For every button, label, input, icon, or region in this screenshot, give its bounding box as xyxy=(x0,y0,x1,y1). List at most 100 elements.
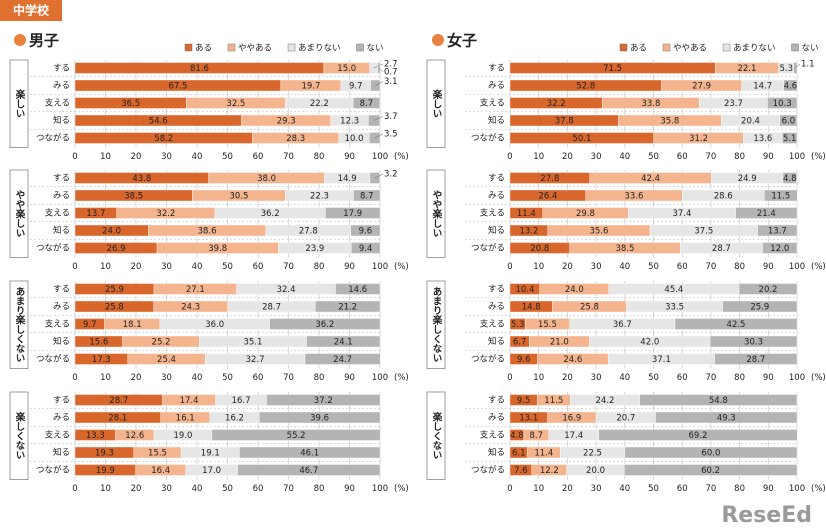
x-unit: (%) xyxy=(811,484,826,494)
value-label: 27.1 xyxy=(186,285,205,295)
value-label: 54.8 xyxy=(709,396,728,406)
value-label: 8.7 xyxy=(360,192,374,202)
category-label: 支える xyxy=(480,319,505,330)
value-label: 42.0 xyxy=(640,338,659,348)
x-tick-label: 90 xyxy=(763,262,774,272)
value-label: 19.3 xyxy=(95,449,114,459)
panel-box xyxy=(9,280,29,369)
legend-swatch xyxy=(722,43,731,52)
panel-label: あまり楽しくない xyxy=(431,287,444,363)
bar-segment xyxy=(738,283,798,295)
value-label: 24.6 xyxy=(563,355,582,365)
x-tick-label: 60 xyxy=(253,152,264,162)
x-tick-label: 30 xyxy=(161,484,172,494)
value-label: 17.0 xyxy=(202,466,221,476)
x-tick-label: 70 xyxy=(283,262,294,272)
panel-label: 楽しくない xyxy=(431,411,444,459)
x-tick-label: 10 xyxy=(533,262,544,272)
value-label: 21.0 xyxy=(550,338,569,348)
panel-box xyxy=(9,169,29,258)
x-tick-label: 100 xyxy=(789,262,805,272)
value-label: 33.5 xyxy=(665,303,684,313)
x-tick-label: 30 xyxy=(591,373,602,383)
x-tick-label: 40 xyxy=(619,484,630,494)
value-label: 17.4 xyxy=(564,431,583,441)
value-label: 38.5 xyxy=(615,244,634,254)
value-label: 36.2 xyxy=(315,320,334,330)
bar-segment xyxy=(266,394,381,406)
value-label: 60.2 xyxy=(701,466,720,476)
value-label: 15.0 xyxy=(337,64,356,74)
bar-segment xyxy=(624,446,798,459)
value-label: 46.1 xyxy=(300,449,319,459)
category-label: つながる xyxy=(36,243,70,254)
category-label: する xyxy=(488,396,505,406)
value-label: 5.3 xyxy=(511,320,525,330)
x-tick-label: 100 xyxy=(789,152,805,162)
bar-segment xyxy=(782,132,798,144)
x-tick-label: 0 xyxy=(72,262,77,272)
value-label: 71.5 xyxy=(603,64,622,74)
value-label: 20.2 xyxy=(759,285,778,295)
bar-segment xyxy=(762,242,798,254)
category-label: みる xyxy=(488,413,505,423)
x-tick-label: 0 xyxy=(507,262,512,272)
category-label: 知る xyxy=(488,225,505,236)
value-label: 6.1 xyxy=(512,449,526,459)
value-label: 23.9 xyxy=(305,244,324,254)
category-label: する xyxy=(53,285,70,295)
value-label: 32.2 xyxy=(547,99,566,109)
x-unit: (%) xyxy=(394,373,409,383)
x-tick-label: 70 xyxy=(283,373,294,383)
x-tick-label: 10 xyxy=(100,484,111,494)
value-label: 37.1 xyxy=(652,355,671,365)
value-label: 27.9 xyxy=(692,82,711,92)
value-label: 5.3 xyxy=(779,64,793,74)
panel-label: 楽しくない xyxy=(14,411,27,459)
value-label: 67.5 xyxy=(168,82,187,92)
x-tick-label: 0 xyxy=(72,484,77,494)
value-label: 28.3 xyxy=(286,134,305,144)
bar-segment xyxy=(211,429,381,441)
x-tick-label: 0 xyxy=(507,484,512,494)
value-label: 30.3 xyxy=(744,338,763,348)
value-label: 36.5 xyxy=(121,99,140,109)
category-label: 支える xyxy=(45,319,70,330)
x-tick-label: 70 xyxy=(283,152,294,162)
value-label: 15.6 xyxy=(89,338,108,348)
category-label: みる xyxy=(488,302,505,312)
legend-swatch xyxy=(287,43,296,52)
value-label: 37.5 xyxy=(694,227,713,237)
x-tick-label: 0 xyxy=(507,373,512,383)
panel-label: あまり楽しくない xyxy=(14,287,27,363)
panel-label: やや楽しい xyxy=(431,190,444,238)
value-label: 9.6 xyxy=(359,227,373,237)
x-tick-label: 90 xyxy=(763,373,774,383)
category-label: する xyxy=(53,174,70,184)
value-label: 11.4 xyxy=(534,449,553,459)
value-label: 24.7 xyxy=(333,355,352,365)
value-label: 37.8 xyxy=(555,117,574,127)
panel-box xyxy=(9,59,29,148)
value-label: 43.8 xyxy=(132,174,151,184)
category-label: 支える xyxy=(45,430,70,441)
x-tick-label: 10 xyxy=(100,152,111,162)
x-unit: (%) xyxy=(394,484,409,494)
value-label: 3.2 xyxy=(384,170,398,180)
x-unit: (%) xyxy=(811,373,826,383)
header: 中学校 xyxy=(13,3,50,18)
legend-label: ある xyxy=(630,44,647,54)
value-label: 8.7 xyxy=(360,99,374,109)
value-label: 30.5 xyxy=(229,192,248,202)
value-label: 15.5 xyxy=(148,449,167,459)
value-label: 16.7 xyxy=(232,396,251,406)
bar-segment xyxy=(757,224,798,237)
value-label: 39.6 xyxy=(310,414,329,424)
category-label: 支える xyxy=(45,208,70,219)
x-tick-label: 60 xyxy=(677,152,688,162)
category-label: する xyxy=(53,64,70,74)
value-label: 10.0 xyxy=(345,134,364,144)
x-tick-label: 60 xyxy=(253,262,264,272)
value-label: 20.8 xyxy=(530,244,549,254)
value-label: 26.9 xyxy=(107,244,126,254)
